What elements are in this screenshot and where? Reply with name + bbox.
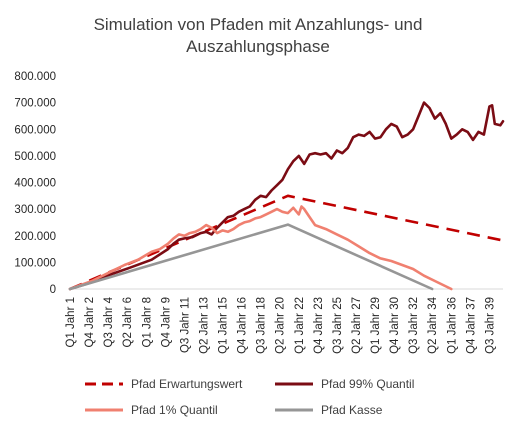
x-tick-label: Q2 Jahr 6 [122, 297, 134, 348]
x-tick-label: Q1 Jahr 29 [370, 297, 382, 354]
chart-title-line-2: Auszahlungsphase [186, 37, 330, 56]
legend-label: Pfad 99% Quantil [321, 377, 414, 391]
series-layer [68, 101, 505, 291]
y-tick-label: 300.000 [14, 204, 56, 216]
y-tick-label: 700.000 [14, 98, 56, 110]
legend-label: Pfad 1% Quantil [131, 403, 218, 417]
chart-title-line-1: Simulation von Pfaden mit Anzahlungs- un… [94, 15, 423, 34]
x-tick-label: Q3 Jahr 18 [256, 297, 268, 354]
x-tick-label: Q3 Jahr 4 [103, 296, 115, 347]
x-tick-label: Q1 Jahr 36 [446, 297, 458, 354]
x-tick-label: Q1 Jahr 22 [294, 297, 306, 354]
x-tick-label: Q1 Jahr 1 [65, 297, 77, 348]
x-tick-label: Q4 Jahr 30 [389, 297, 401, 354]
x-tick-label: Q2 Jahr 27 [351, 297, 363, 354]
y-tick-label: 400.000 [14, 178, 56, 190]
series-line-pfad-99-quantil [68, 101, 505, 291]
x-tick-label: Q4 Jahr 9 [160, 297, 172, 348]
x-tick-label: Q4 Jahr 16 [237, 297, 249, 354]
x-tick-label: Q2 Jahr 13 [198, 297, 210, 354]
legend-label: Pfad Erwartungswert [131, 377, 243, 391]
x-tick-label: Q2 Jahr 34 [427, 296, 439, 353]
x-tick-label: Q1 Jahr 8 [141, 297, 153, 348]
x-tick-label: Q4 Jahr 2 [84, 297, 96, 348]
y-tick-label: 800.000 [14, 71, 56, 83]
x-tick-label: Q3 Jahr 11 [179, 297, 191, 353]
y-tick-label: 600.000 [14, 124, 56, 136]
x-tick-label: Q2 Jahr 20 [275, 297, 287, 354]
y-tick-label: 0 [50, 284, 56, 296]
series-line-pfad-erwartungswert [69, 194, 504, 291]
x-tick-label: Q4 Jahr 23 [313, 297, 325, 354]
y-tick-label: 100.000 [14, 257, 56, 269]
y-tick-label: 500.000 [14, 151, 56, 163]
x-axis: Q1 Jahr 1 Q4 Jahr 2 Q3 Jahr 4 Q2 Jahr 6 Q1 J… [65, 288, 503, 354]
y-tick-label: 200.000 [14, 231, 56, 243]
legend-label: Pfad Kasse [321, 403, 383, 417]
legend: Pfad Erwartungswert Pfad 99% Quantil Pfad … [85, 377, 414, 417]
y-axis: 0 100.000 200.000 300.000 400.000 500.000 600.… [14, 71, 56, 296]
x-tick-label: Q4 Jahr 37 [465, 297, 477, 354]
x-tick-label: Q1 Jahr 15 [218, 297, 230, 354]
x-tick-label: Q3 Jahr 39 [484, 297, 496, 354]
series-line-pfad-kasse [68, 223, 434, 291]
x-tick-label: Q3 Jahr 32 [408, 297, 420, 354]
series-line-pfad-1-quantil [68, 205, 453, 291]
x-tick-label: Q3 Jahr 25 [332, 297, 344, 354]
